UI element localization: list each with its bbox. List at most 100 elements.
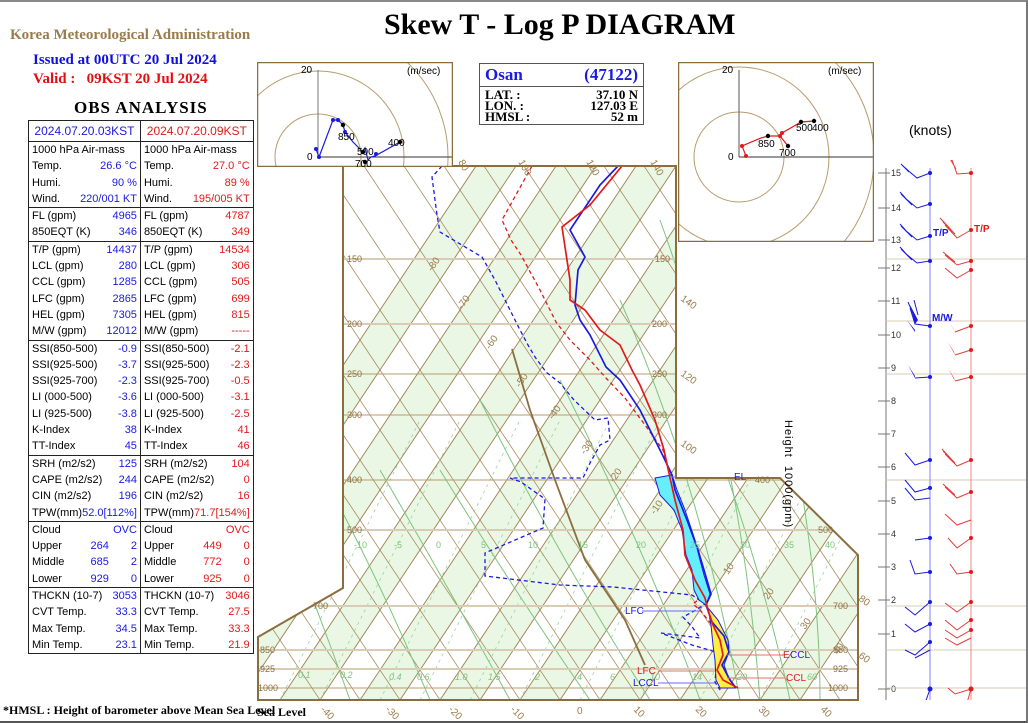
elccl-label: E — [783, 650, 790, 661]
lower-amount: 0 — [243, 572, 250, 585]
middle-height: 685 — [90, 556, 109, 569]
lcl-value: 306 — [231, 260, 250, 273]
level-label: 850 — [338, 132, 355, 143]
hel-label: HEL (gpm) — [143, 308, 197, 321]
min-temp-label: Min Temp. — [143, 638, 195, 651]
ring-label: 20 — [301, 65, 313, 76]
svg-text:-10: -10 — [354, 540, 367, 550]
svg-text:-30: -30 — [383, 704, 401, 722]
ccl-label: CCL — [786, 673, 806, 684]
height-axis-label: Height 1000(gpm) — [782, 420, 794, 529]
cin-label: CIN (m2/s2) — [32, 490, 92, 503]
humi-label: Humi. — [32, 176, 61, 189]
svg-text:14: 14 — [891, 203, 901, 213]
svg-text:12: 12 — [891, 263, 901, 273]
hmsl-value: 52 m — [610, 109, 638, 124]
eqt-value: 349 — [231, 226, 250, 239]
srh-value: 125 — [118, 457, 137, 470]
lower-amount: 0 — [130, 572, 137, 585]
svg-text:10: 10 — [891, 330, 901, 340]
svg-text:35: 35 — [784, 540, 794, 550]
cloud-value: OVC — [113, 523, 137, 536]
svg-text:60: 60 — [807, 672, 817, 682]
level-label: 850 — [758, 139, 775, 150]
svg-text:850: 850 — [260, 645, 275, 655]
tt-index-label: TT-Index — [143, 440, 188, 453]
lat-value: 37.10 N — [596, 87, 638, 102]
tp-marker-03: T/P — [933, 228, 949, 239]
hmsl-label: HMSL : — [485, 109, 531, 124]
ssi-850-500-value: -0.9 — [117, 342, 137, 355]
page-title: Skew T - Log P DIAGRAM — [384, 8, 736, 41]
min-temp-value: 21.9 — [228, 638, 250, 651]
hodograph-unit: (m/sec) — [407, 66, 440, 77]
svg-text:-40: -40 — [318, 704, 336, 722]
level-label: 700 — [779, 148, 796, 159]
ssi-925-500-value: -2.3 — [230, 358, 250, 371]
lfc-label: LFC (gpm) — [32, 292, 85, 305]
svg-text:14: 14 — [692, 672, 702, 682]
lfc-label: LFC (gpm) — [143, 292, 197, 305]
ccl-value: 505 — [231, 276, 250, 289]
mw-marker-03: M/W — [932, 313, 953, 324]
svg-text:2: 2 — [891, 595, 896, 605]
upper-amount: 2 — [130, 540, 137, 553]
temp-value: 26.6 °C — [100, 160, 137, 173]
level-label: 700 — [355, 159, 372, 167]
svg-text:6: 6 — [891, 462, 896, 472]
cape-value: 0 — [243, 473, 250, 486]
el-label: EL — [734, 472, 747, 483]
cvt-label: CVT Temp. — [143, 606, 199, 619]
hel-label: HEL (gpm) — [32, 308, 85, 321]
cape-label: CAPE (m2/s2) — [32, 473, 103, 486]
svg-text:-20: -20 — [446, 704, 464, 722]
svg-text:5: 5 — [891, 496, 896, 506]
upper-height: 264 — [90, 540, 109, 553]
svg-text:8: 8 — [891, 396, 896, 406]
svg-text:6: 6 — [610, 672, 615, 682]
svg-text:20: 20 — [736, 672, 747, 682]
svg-text:20: 20 — [636, 540, 646, 550]
fl-value: 4965 — [112, 210, 137, 223]
tt-index-value: 45 — [124, 440, 137, 453]
svg-text:200: 200 — [652, 319, 667, 329]
middle-label: Middle — [32, 556, 65, 569]
wind-label: Wind. — [32, 192, 61, 205]
svg-text:0.1: 0.1 — [298, 670, 311, 680]
svg-text:1000: 1000 — [828, 683, 848, 693]
tpw-value: 52.0[112%] — [82, 506, 137, 519]
tp-value: 14437 — [106, 243, 137, 256]
wind-value: 195/005 KT — [192, 192, 250, 205]
cvt-value: 33.3 — [115, 606, 137, 619]
svg-text:500: 500 — [347, 525, 362, 535]
hodograph-09kst: 20 (m/sec) 0 850 700 500 400 — [678, 62, 874, 242]
thckn-label: THCKN (10-7) — [32, 590, 103, 603]
issued-time: Issued at 00UTC 20 Jul 2024 — [33, 52, 217, 68]
wind-profile-panel: 0 1 2 3 4 5 6 7 8 9 10 11 12 13 14 15 — [878, 160, 1026, 700]
ssi-925-700-value: -0.5 — [230, 375, 250, 388]
k-index-value: 38 — [124, 424, 137, 437]
tt-index-value: 46 — [237, 440, 250, 453]
svg-text:5: 5 — [481, 540, 486, 550]
ssi-850-500-value: -2.1 — [230, 342, 250, 355]
svg-text:700: 700 — [833, 601, 848, 611]
cvt-value: 27.5 — [228, 606, 250, 619]
svg-text:250: 250 — [652, 369, 667, 379]
ssi-925-700-label: SSI(925-700) — [32, 375, 98, 388]
svg-text:30: 30 — [740, 540, 750, 550]
svg-text:0.4: 0.4 — [389, 672, 402, 682]
upper-amount: 0 — [243, 540, 250, 553]
svg-text:7: 7 — [891, 429, 896, 439]
cvt-label: CVT Temp. — [32, 606, 87, 619]
cape-value: 244 — [118, 473, 137, 486]
svg-text:15: 15 — [891, 168, 901, 178]
ccl-label: CCL (gpm) — [32, 276, 86, 289]
wind-value: 220/001 KT — [80, 192, 137, 205]
srh-label: SRH (m2/s2) — [32, 457, 96, 470]
k-index-label: K-Index — [143, 424, 182, 437]
ccl-label: CCL (gpm) — [143, 276, 198, 289]
svg-text:0.2: 0.2 — [340, 670, 353, 680]
station-info-box: Osan (47122) LAT. : 37.10 N LON. : 127.03 E… — [479, 63, 644, 125]
